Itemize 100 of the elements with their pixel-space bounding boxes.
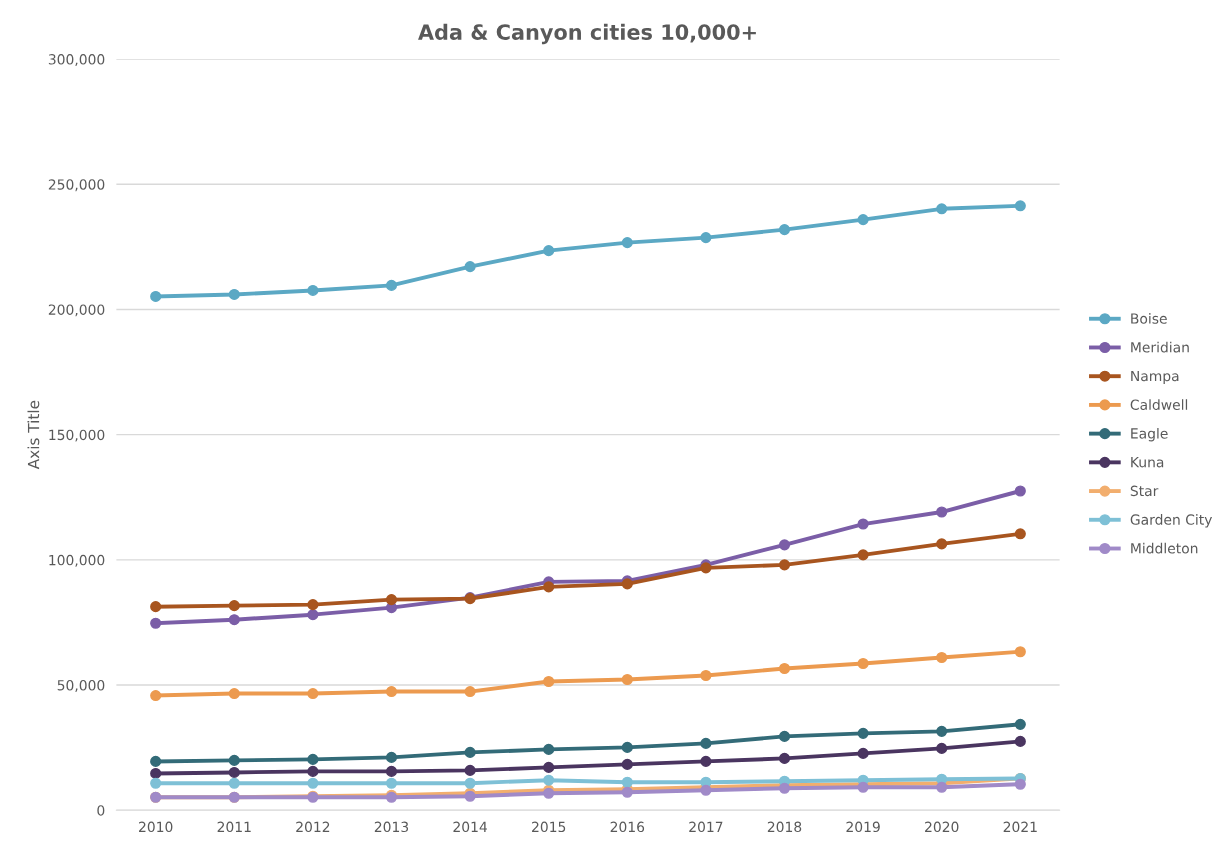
point bbox=[857, 518, 869, 530]
point bbox=[621, 741, 633, 753]
x-tick-label: 2015 bbox=[532, 821, 566, 833]
point bbox=[464, 261, 476, 273]
point bbox=[1014, 646, 1026, 658]
legend-label: Kuna bbox=[1131, 457, 1164, 468]
y-tick-label: 100,000 bbox=[49, 554, 105, 567]
point bbox=[228, 600, 240, 612]
point bbox=[543, 245, 555, 257]
point bbox=[228, 614, 240, 626]
x-tick-label: 2021 bbox=[1003, 821, 1037, 833]
y-tick-label: 200,000 bbox=[48, 304, 105, 317]
point bbox=[228, 688, 240, 700]
point bbox=[385, 777, 398, 789]
x-tick-label: 2010 bbox=[139, 821, 173, 833]
point bbox=[385, 686, 398, 698]
x-tick-label: 2016 bbox=[610, 821, 645, 833]
y-axis-title: Axis Title bbox=[27, 400, 40, 470]
point bbox=[307, 777, 319, 789]
y-tick-label: 50,000 bbox=[57, 680, 105, 692]
point bbox=[464, 777, 476, 789]
legend-label: Eagle bbox=[1131, 427, 1168, 442]
point bbox=[385, 594, 398, 606]
point bbox=[857, 214, 869, 226]
point bbox=[543, 675, 555, 688]
point bbox=[464, 764, 476, 776]
point bbox=[700, 737, 712, 749]
point bbox=[543, 743, 555, 755]
point bbox=[464, 686, 476, 698]
point bbox=[228, 777, 240, 789]
legend-label: Star bbox=[1130, 485, 1159, 497]
point bbox=[385, 765, 398, 777]
point bbox=[307, 609, 319, 621]
point bbox=[621, 237, 633, 249]
chart-title: Ada & Canyon cities 10,000+ bbox=[418, 23, 756, 45]
point bbox=[936, 742, 948, 754]
legend-label: Meridian bbox=[1131, 341, 1189, 353]
point bbox=[778, 662, 791, 675]
point bbox=[778, 730, 791, 742]
legend-label: Boise bbox=[1131, 313, 1167, 324]
y-tick-label: 300,000 bbox=[48, 54, 105, 66]
point bbox=[1014, 485, 1026, 497]
legend-label: Garden City bbox=[1130, 514, 1213, 528]
point bbox=[307, 599, 319, 611]
point bbox=[778, 752, 791, 764]
x-tick-label: 2017 bbox=[689, 821, 723, 833]
x-tick-label: 2012 bbox=[296, 821, 330, 833]
point bbox=[936, 651, 948, 664]
point bbox=[150, 290, 162, 303]
point bbox=[778, 224, 791, 236]
legend-label: Nampa bbox=[1131, 370, 1179, 384]
point bbox=[936, 506, 948, 518]
point bbox=[621, 776, 633, 788]
point bbox=[228, 288, 240, 300]
point bbox=[700, 755, 712, 767]
point bbox=[857, 549, 869, 561]
point bbox=[1014, 528, 1026, 540]
x-tick-label: 2014 bbox=[453, 821, 487, 833]
point bbox=[150, 755, 162, 767]
point bbox=[307, 765, 319, 777]
point bbox=[1014, 200, 1026, 212]
y-tick-label: 150,000 bbox=[49, 429, 105, 442]
point bbox=[543, 761, 555, 773]
legend-label: Middleton bbox=[1131, 542, 1198, 554]
point bbox=[543, 581, 555, 593]
point bbox=[1014, 735, 1026, 747]
point bbox=[150, 690, 162, 702]
point bbox=[307, 688, 319, 700]
point bbox=[150, 617, 162, 629]
x-tick-label: 2020 bbox=[925, 821, 959, 833]
point bbox=[307, 284, 319, 296]
point bbox=[621, 673, 633, 686]
y-tick-label: 0 bbox=[97, 805, 105, 816]
point bbox=[150, 601, 162, 613]
y-tick-label: 250,000 bbox=[48, 179, 105, 192]
x-tick-label: 2013 bbox=[374, 821, 409, 833]
point bbox=[778, 559, 791, 571]
point bbox=[857, 747, 869, 759]
point bbox=[1014, 778, 1026, 790]
point bbox=[778, 539, 791, 551]
point bbox=[936, 725, 948, 737]
point bbox=[936, 538, 948, 550]
point bbox=[1014, 718, 1026, 730]
point bbox=[307, 753, 319, 765]
point bbox=[700, 232, 712, 244]
point bbox=[228, 754, 240, 766]
point bbox=[857, 657, 869, 670]
point bbox=[543, 774, 555, 786]
point bbox=[936, 203, 948, 215]
point bbox=[936, 781, 948, 793]
x-tick-label: 2018 bbox=[767, 821, 802, 833]
point bbox=[700, 669, 712, 682]
x-tick-label: 2011 bbox=[217, 821, 251, 833]
point bbox=[385, 279, 398, 291]
point bbox=[857, 727, 869, 739]
legend-label: Caldwell bbox=[1130, 399, 1188, 410]
point bbox=[621, 758, 633, 770]
point bbox=[464, 746, 476, 758]
point bbox=[150, 777, 162, 789]
point bbox=[150, 767, 162, 779]
